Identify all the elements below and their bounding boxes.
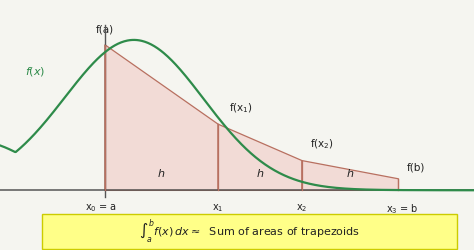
Text: h: h [158, 169, 165, 179]
Text: f(x$_2$): f(x$_2$) [310, 137, 334, 151]
Polygon shape [302, 160, 399, 190]
Polygon shape [218, 124, 302, 190]
Text: f(a): f(a) [96, 25, 114, 35]
Text: $\int_a^b f(x)\,dx \approx$  Sum of areas of trapezoids: $\int_a^b f(x)\,dx \approx$ Sum of areas… [139, 217, 360, 246]
Text: x$_0$ = a: x$_0$ = a [85, 202, 117, 214]
Text: f(b): f(b) [407, 162, 425, 172]
Polygon shape [105, 45, 218, 190]
Text: f(x$_1$): f(x$_1$) [228, 102, 253, 115]
Text: x$_3$ = b: x$_3$ = b [386, 202, 419, 216]
Text: h: h [256, 169, 264, 179]
Text: $f(x)$: $f(x)$ [25, 65, 46, 78]
FancyBboxPatch shape [42, 214, 457, 249]
Text: x$_1$: x$_1$ [212, 202, 224, 214]
Text: x$_2$: x$_2$ [296, 202, 308, 214]
Text: h: h [347, 169, 354, 179]
